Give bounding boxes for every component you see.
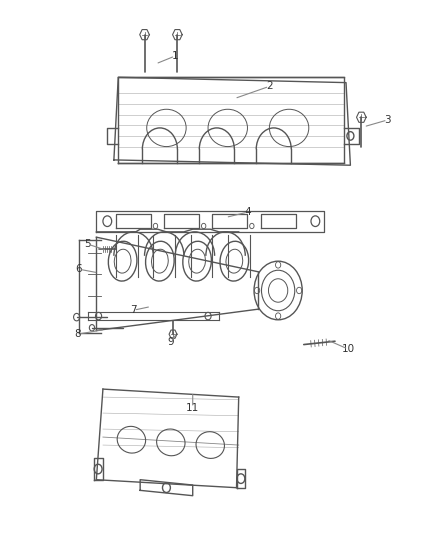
Text: 9: 9	[167, 337, 174, 347]
Text: 2: 2	[266, 82, 273, 91]
Text: 10: 10	[342, 344, 355, 354]
Text: 4: 4	[244, 207, 251, 217]
Text: 1: 1	[172, 51, 179, 61]
Text: 6: 6	[75, 264, 82, 274]
Text: 7: 7	[130, 305, 137, 315]
Text: 3: 3	[384, 115, 391, 125]
Text: 5: 5	[84, 239, 91, 249]
Text: 8: 8	[74, 329, 81, 339]
Text: 11: 11	[186, 403, 199, 413]
